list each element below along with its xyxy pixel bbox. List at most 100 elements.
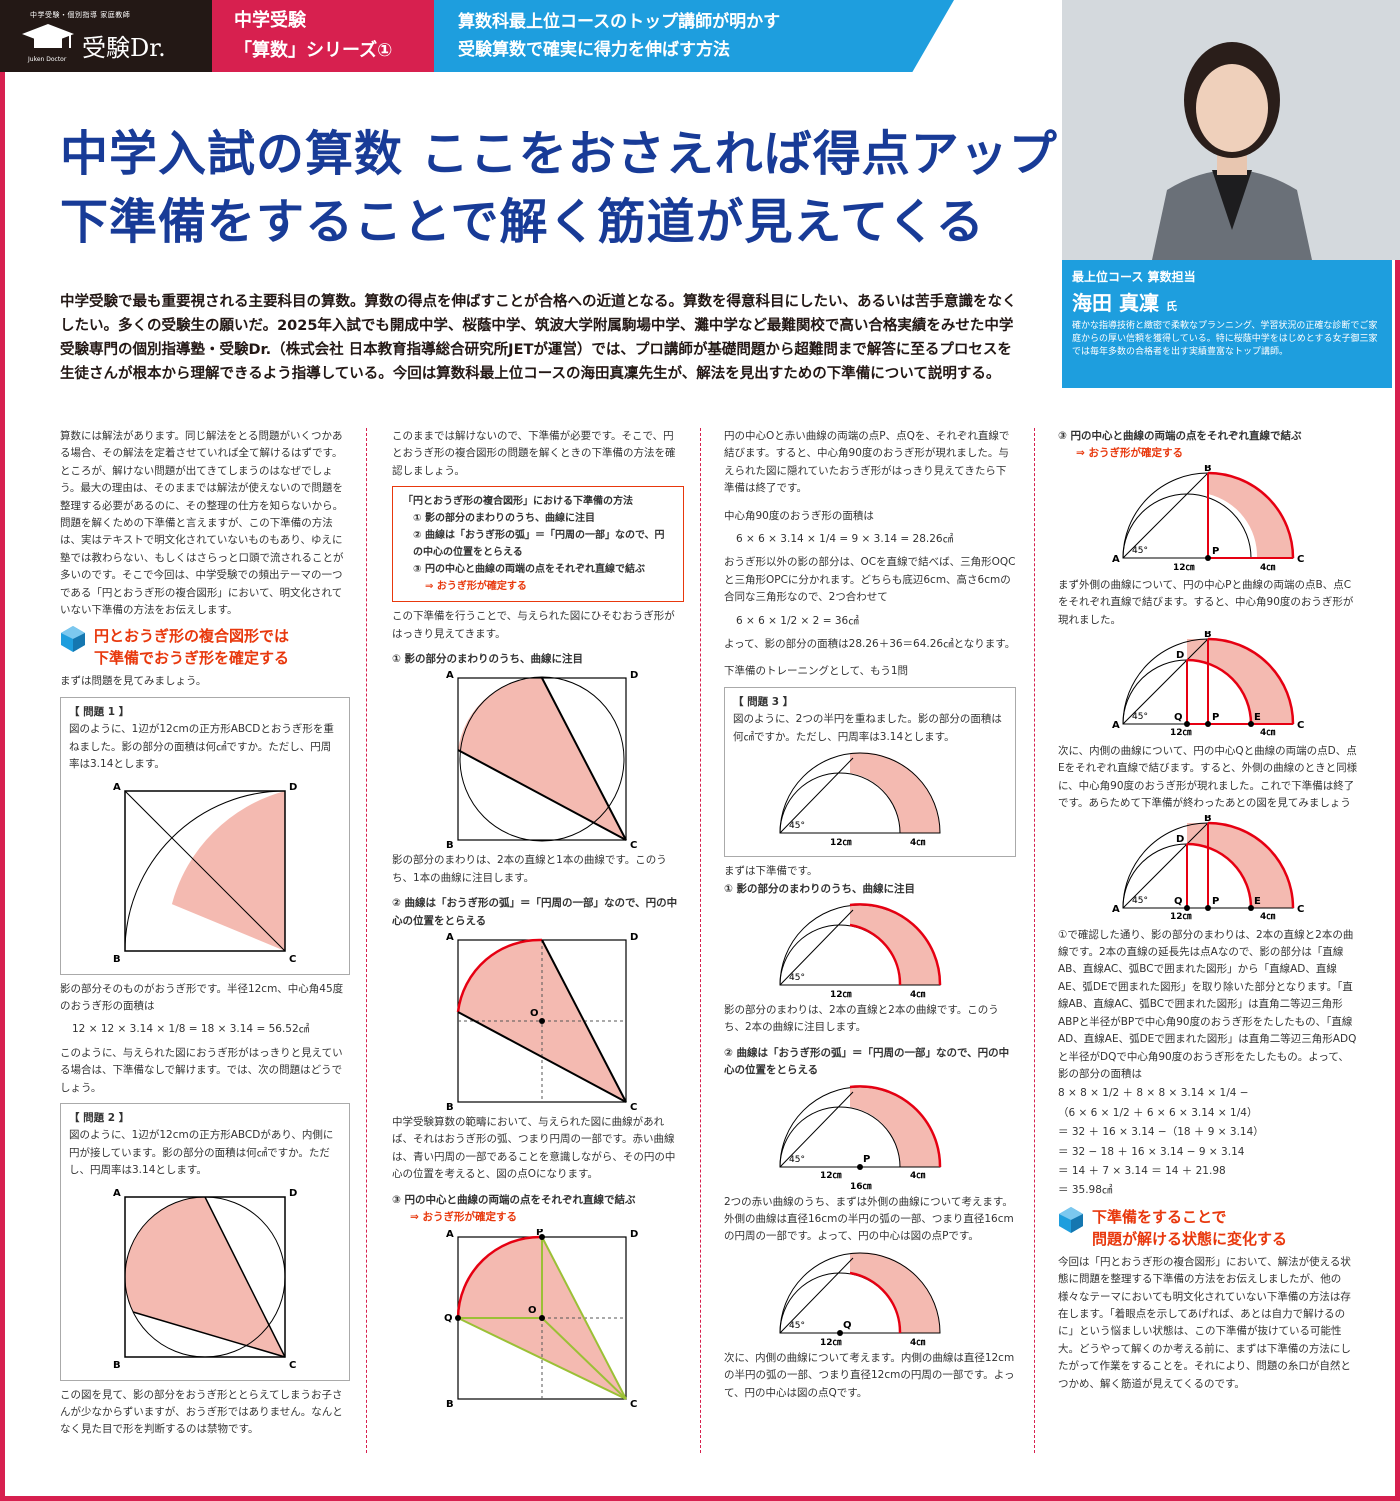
label-A: A [113, 1188, 121, 1199]
label-A: A [1112, 720, 1120, 731]
logo-subtitle: 中学受験・個別指導 家庭教師 [30, 11, 131, 19]
label-D: D [1176, 650, 1184, 661]
label-16cm: 16㎝ [850, 1182, 872, 1192]
profile-name: 海田 真凜 [1072, 291, 1159, 315]
label-E: E [1254, 712, 1261, 723]
label-45: 45° [789, 973, 805, 983]
after-1-text: 影の部分そのものがおうぎ形です。半径12cm、中心角45度のおうぎ形の面積は [60, 982, 344, 1012]
label-4cm: 4㎝ [1260, 728, 1275, 738]
portrait-image [1062, 0, 1400, 260]
label-D: D [630, 932, 638, 943]
header: 中学受験・個別指導 家庭教師 受験Dr. Juken Doctor 中学受験 「… [0, 0, 1100, 72]
figure-step-3: O P Q A D B C [444, 1229, 638, 1409]
c4-eq-2: （6 × 6 × 1/2 ＋ 6 × 6 × 3.14 × 1/4） [1058, 1106, 1258, 1119]
c3-text-9: 次に、内側の曲線について考えます。内側の曲線は直径12cmの半円の弧の一部、つま… [724, 1351, 1015, 1399]
label-Q: Q [444, 1313, 453, 1324]
column-divider [1034, 428, 1035, 1453]
figure-p3-final: B D P Q E A C 45° 12㎝ 4㎝ [1112, 815, 1304, 922]
column-2: このままでは解けないので、下準備が必要です。そこで、円とおうぎ形の複合図形の問題… [392, 428, 684, 1411]
label-A: A [446, 932, 454, 943]
label-45: 45° [1132, 896, 1148, 906]
logo-name: 受験Dr. [82, 34, 166, 62]
label-12cm: 12㎝ [1170, 912, 1192, 922]
c4-step-3-result: ⇒ おうぎ形が確定する [1076, 447, 1183, 460]
section-heading-1: 円とおうぎ形の複合図形では 下準備でおうぎ形を確定する [60, 625, 350, 669]
profile-desc: 確かな指導技術と緻密で柔軟なプランニング、学習状況の正確な診断でご家庭からの厚い… [1072, 321, 1378, 357]
method-box: 「円とおうぎ形の複合図形」における下準備の方法 ① 影の部分のまわりのうち、曲線… [392, 486, 684, 603]
label-O: O [530, 1008, 539, 1019]
equation-1: 12 × 12 × 3.14 × 1/8 = 18 × 3.14 = 56.52… [72, 1023, 310, 1036]
label-C: C [630, 1102, 637, 1112]
figure-step-2: O A D B C [446, 932, 638, 1112]
label-B: B [1204, 631, 1212, 640]
problem-3-title: 【 問題 3 】 [733, 695, 794, 708]
lead-text: 中学受験で最も重要視される主要科目の算数。算数の得点を伸ばすことが合格への近道と… [60, 294, 1017, 382]
label-12cm: 12㎝ [820, 1171, 842, 1181]
label-45: 45° [789, 821, 805, 831]
problem-3-box: 【 問題 3 】 図のように、2つの半円を重ねました。影の部分の面積は何㎠ですか… [724, 686, 1016, 858]
label-45: 45° [1132, 546, 1148, 556]
figure-step-1: A D B C [446, 670, 638, 850]
label-P: P [1212, 896, 1219, 907]
label-D: D [289, 1188, 297, 1199]
label-Q: Q [843, 1320, 852, 1331]
c4-text-4: 今回は「円とおうぎ形の複合図形」において、解法が使える状態に問題を整理する下準備… [1058, 1255, 1351, 1390]
c3-step-2: ② 曲線は「おうぎ形の弧」＝「円周の一部」なので、円の中心の位置をとらえる [724, 1046, 1010, 1077]
label-A: A [1112, 904, 1120, 915]
figure-p3-step-2a: P 45° 12㎝ 4㎝ 16㎝ [779, 1084, 942, 1192]
label-12cm: 12㎝ [1173, 563, 1195, 573]
label-B: B [446, 1102, 454, 1112]
label-P: P [1212, 546, 1219, 557]
column-4: ③ 円の中心と曲線の両端の点をそれぞれ直線で結ぶ ⇒ おうぎ形が確定する B P… [1058, 428, 1358, 1393]
label-45: 45° [789, 1321, 805, 1331]
headline-line-1: 中学入試の算数 ここをおさえれば得点アップ [60, 126, 1058, 182]
label-4cm: 4㎝ [910, 1338, 925, 1348]
label-D: D [630, 670, 638, 681]
label-12cm: 12㎝ [820, 1338, 842, 1348]
label-B: B [446, 840, 454, 850]
c4-text-1: まず外側の曲線について、円の中心Pと曲線の両端の点B、点Cをそれぞれ直線で結びま… [1058, 578, 1354, 626]
label-B: B [1204, 465, 1212, 474]
label-12cm: 12㎝ [1170, 728, 1192, 738]
problem-2-box: 【 問題 2 】 図のように、1辺が12cmの正方形ABCDがあり、内側に円が接… [60, 1102, 350, 1381]
label-B: B [113, 954, 121, 965]
c2-step-3-result: ⇒ おうぎ形が確定する [410, 1211, 517, 1224]
label-C: C [1297, 554, 1304, 565]
c3-text-7: 影の部分のまわりは、2本の直線と2本の曲線です。このうち、2本の曲線に注目します… [724, 1003, 999, 1034]
label-P: P [536, 1229, 543, 1238]
method-step-1: ① 影の部分のまわりのうち、曲線に注目 [413, 513, 595, 525]
label-12cm: 12㎝ [830, 990, 852, 1000]
method-step-2: ② 曲線は「おうぎ形の弧」＝「円周の一部」なので、円の中心の位置をとらえる [413, 530, 665, 559]
problem-2-title: 【 問題 2 】 [69, 1111, 130, 1124]
method-step-3: ③ 円の中心と曲線の両端の点をそれぞれ直線で結ぶ [413, 564, 645, 576]
problem-2-text: 図のように、1辺が12cmの正方形ABCDがあり、内側に円が接しています。影の部… [69, 1129, 334, 1177]
label-C: C [1297, 720, 1304, 731]
label-45: 45° [789, 1155, 805, 1165]
c2-text-4: 中学受験算数の範疇において、与えられた図に曲線があれば、それはおうぎ形の弧、つま… [392, 1116, 676, 1181]
logo-en: Juken Doctor [28, 56, 67, 63]
figure-p3-step-3b: B D P Q E A C 45° 12㎝ 4㎝ [1112, 631, 1304, 738]
profile-name-row: 海田 真凜 氏 [1072, 287, 1382, 316]
label-Q: Q [1174, 712, 1183, 723]
tagline-1: 算数科最上位コースのトップ講師が明かす [458, 12, 781, 32]
figure-problem-2: A D B C [113, 1188, 297, 1371]
label-12cm: 12㎝ [830, 838, 852, 848]
c2-text-3: 影の部分のまわりは、2本の直線と1本の曲線です。このうち、1本の曲線に注目します… [392, 854, 667, 884]
problem-3-text: 図のように、2つの半円を重ねました。影の部分の面積は何㎠ですか。ただし、円周率は… [733, 713, 1002, 743]
label-C: C [289, 954, 296, 965]
label-C: C [630, 840, 637, 850]
label-4cm: 4㎝ [1260, 912, 1275, 922]
c3-text-8: 2つの赤い曲線のうち、まずは外側の曲線について考えます。外側の曲線は直径16cm… [724, 1195, 1014, 1243]
c3-equation-1: 6 × 6 × 3.14 × 1/4 = 9 × 3.14 = 28.26㎠ [736, 533, 954, 546]
tagline-2: 受験算数で確実に得力を伸ばす方法 [458, 40, 730, 60]
graduation-cap-icon [22, 24, 74, 48]
after-2-text: このように、与えられた図におうぎ形がはっきりと見えている場合は、下準備なしで解け… [60, 1046, 343, 1094]
label-B: B [446, 1399, 454, 1409]
c2-step-3: ③ 円の中心と曲線の両端の点をそれぞれ直線で結ぶ [392, 1193, 636, 1206]
profile-suffix: 氏 [1165, 300, 1177, 313]
label-Q: Q [1174, 896, 1183, 907]
label-4cm: 4㎝ [910, 1171, 925, 1181]
c3-text-1: 円の中心Oと赤い曲線の両端の点P、点Qを、それぞれ直線で結びます。すると、中心角… [724, 430, 1010, 495]
headline-line-2: 下準備をすることで解く筋道が見えてくる [60, 194, 985, 250]
